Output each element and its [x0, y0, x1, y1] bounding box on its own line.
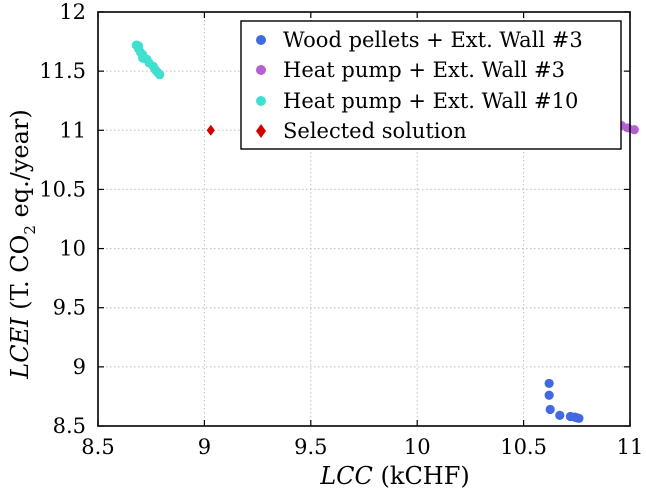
- y-axis-label: LCEI (T. CO2 eq./year): [6, 109, 39, 379]
- y-tick-label: 8.5: [53, 414, 86, 438]
- point-selected-solution: [205, 123, 216, 137]
- y-tick-label: 9.5: [53, 296, 86, 320]
- y-axis-label-post: eq./year): [6, 109, 34, 225]
- tick-labels: 8.5 9 9.5 10 10.5 11 8.5 9 9.5 10 10.5 11 11.5 12: [39, 0, 643, 459]
- y-axis-label-sub: 2: [21, 225, 39, 235]
- x-tick-label: 10: [404, 435, 431, 459]
- legend-label-selected-solution: Selected solution: [283, 119, 467, 143]
- legend-marker-heat-pump-wall3: [256, 65, 266, 75]
- point-wood-pellets-ext-wall-3: [574, 413, 584, 423]
- y-tick-label: 12: [59, 0, 86, 24]
- legend-label-heat-pump-wall3: Heat pump + Ext. Wall #3: [283, 58, 565, 82]
- legend-label-wood-pellets-wall3: Wood pellets + Ext. Wall #3: [283, 28, 583, 52]
- y-tick-label: 10.5: [39, 177, 86, 201]
- x-tick-label: 10.5: [500, 435, 547, 459]
- legend-box: [240, 20, 622, 150]
- point-wood-pellets-ext-wall-3: [544, 390, 554, 400]
- y-tick-label: 11.5: [39, 59, 86, 83]
- y-tick-label: 10: [59, 237, 86, 261]
- x-axis-label: LCC (kCHF): [319, 462, 470, 490]
- y-axis-label-var: LCEI: [6, 317, 34, 380]
- x-axis-label-var: LCC: [319, 462, 373, 490]
- legend-marker-wood-pellets-wall3: [256, 35, 266, 45]
- point-heat-pump-ext-wall-3: [629, 125, 639, 135]
- point-wood-pellets-ext-wall-3: [545, 404, 555, 415]
- legend: Wood pellets + Ext. Wall #3 Heat pump + …: [240, 20, 622, 150]
- x-tick-label: 9.5: [294, 435, 327, 459]
- point-heat-pump-ext-wall-10: [155, 70, 165, 80]
- x-axis-label-unit: (kCHF): [373, 462, 470, 490]
- y-axis-label-pre: (T. CO: [6, 235, 34, 318]
- legend-marker-selected-solution: [256, 124, 266, 138]
- y-tick-label: 11: [59, 118, 86, 142]
- x-tick-label: 8.5: [81, 435, 114, 459]
- plot-frame: [97, 11, 631, 427]
- legend-marker-heat-pump-wall10: [256, 96, 266, 106]
- point-wood-pellets-ext-wall-3: [544, 378, 554, 389]
- point-wood-pellets-ext-wall-3: [555, 410, 565, 420]
- y-tick-label: 9: [73, 355, 86, 379]
- x-tick-label: 9: [198, 435, 211, 459]
- legend-label-heat-pump-wall10: Heat pump + Ext. Wall #10: [283, 89, 578, 113]
- x-tick-label: 11: [617, 435, 644, 459]
